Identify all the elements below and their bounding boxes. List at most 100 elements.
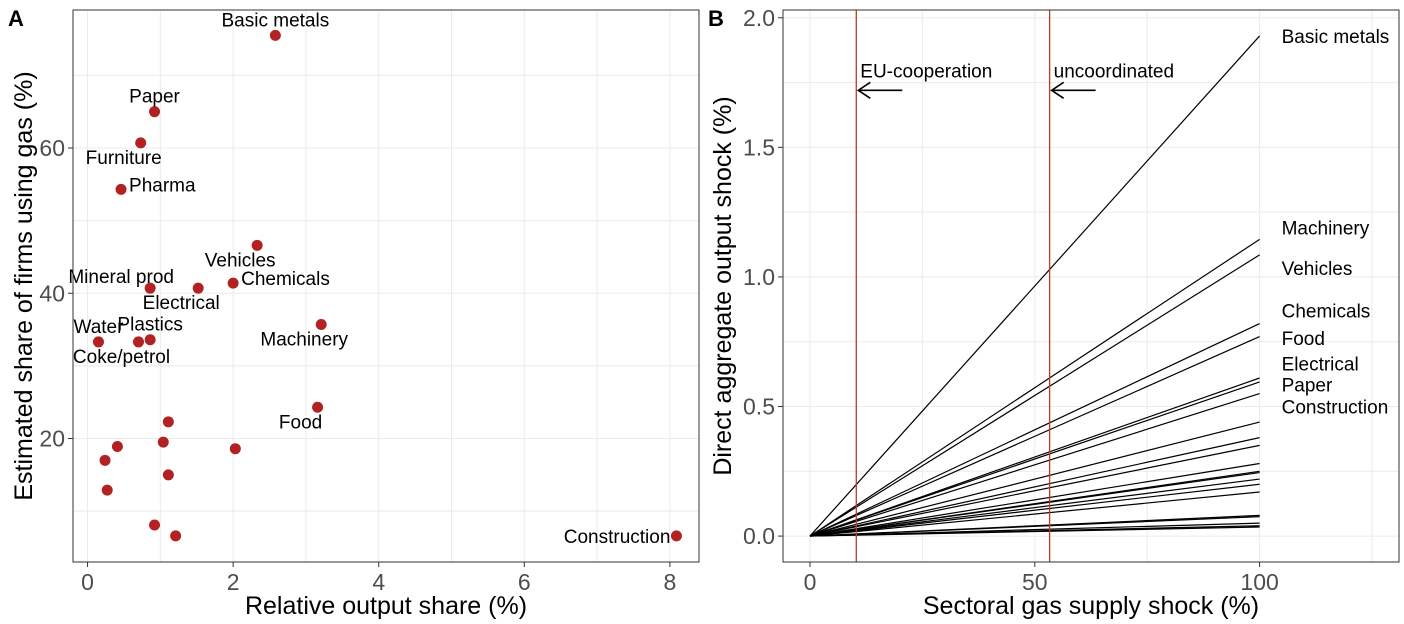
panel-b-series-line xyxy=(809,526,1260,537)
panel-b-series-line xyxy=(809,471,1260,537)
panel-a-tag: A xyxy=(8,6,24,31)
left-arrow-icon xyxy=(856,81,903,100)
panel-a-border xyxy=(72,9,700,563)
panel-a-data-point xyxy=(229,443,241,455)
panel-b-y-axis-title: Direct aggregate output shock (%) xyxy=(709,96,737,475)
panel-a-x-tick-label: 4 xyxy=(372,569,385,595)
panel-b-reference-line-label: EU-cooperation xyxy=(860,61,992,82)
panel-a-data-point xyxy=(192,282,204,294)
panel-a-point-label: Electrical xyxy=(143,293,220,314)
panel-a-data-point xyxy=(251,239,263,251)
panel-b-border xyxy=(782,9,1400,563)
panel-a-data-point xyxy=(92,336,104,348)
panel-a-point-label: Coke/petrol xyxy=(73,347,170,368)
panel-a-data-point xyxy=(135,137,147,149)
panel-a-point-label: Furniture xyxy=(86,148,162,169)
panel-a-point-label: Machinery xyxy=(260,329,348,350)
panel-b-series-lines xyxy=(809,35,1261,537)
panel-b-series-label: Electrical xyxy=(1282,355,1359,376)
panel-b-series-label: Chemicals xyxy=(1282,302,1371,323)
panel-b-series-line xyxy=(809,254,1260,537)
panel-b-series-line xyxy=(809,335,1260,537)
panel-b-series-label: Food xyxy=(1282,329,1325,350)
panel-a-point-label: Vehicles xyxy=(205,250,276,271)
panel-a-point-label: Pharma xyxy=(129,175,196,196)
panel-a-y-axis-title: Estimated share of firms using gas (%) xyxy=(10,71,38,500)
panel-b-series-line xyxy=(809,392,1260,537)
panel-a-data-point xyxy=(227,277,239,289)
panel-b-series-label: Basic metals xyxy=(1282,27,1390,48)
panel-a-point-label: Paper xyxy=(129,87,180,108)
panel-a-data-point xyxy=(162,416,174,428)
panel-b-series-line xyxy=(809,437,1260,537)
panel-b-series-line xyxy=(809,238,1260,537)
panel-a-data-point xyxy=(144,282,156,294)
panel-a-data-point xyxy=(115,183,127,195)
panel-a-data-point xyxy=(144,334,156,346)
panel-a-x-tick-label: 0 xyxy=(81,569,94,595)
panel-a-point-label: Food xyxy=(279,412,322,433)
panel-a-point-labels: Basic metals Paper Furniture Pharma Vehicles… xyxy=(68,10,670,547)
panel-a-x-axis-title: Relative output share (%) xyxy=(245,592,527,620)
panel-a-data-point xyxy=(111,441,123,453)
panel-a-points xyxy=(92,29,682,542)
panel-a-x-tick-label: 8 xyxy=(663,569,676,595)
panel-a-point-label: Plastics xyxy=(117,315,182,336)
panel-b-tag: B xyxy=(708,6,724,31)
panel-b-y-tick-label: 0.5 xyxy=(743,394,775,420)
panel-a-y-tick-label: 40 xyxy=(39,280,65,306)
panel-b-y-tick-label: 0.0 xyxy=(743,523,775,549)
panel-a-data-point xyxy=(149,519,161,531)
panel-a-data-point xyxy=(269,29,281,41)
panel-a-data-point xyxy=(133,336,145,348)
panel-a-data-point xyxy=(312,401,324,413)
panel-a-data-point xyxy=(101,484,113,496)
panel-a-point-label: Water xyxy=(73,317,124,338)
panel-b-series-label: Paper xyxy=(1282,375,1333,396)
panel-b-series-line xyxy=(809,381,1260,537)
panel-b-series-line xyxy=(809,516,1260,537)
panel-a-y-tick-label: 60 xyxy=(39,135,65,161)
panel-b-reference-line-label: uncoordinated xyxy=(1054,61,1174,82)
panel-b-series-line xyxy=(809,491,1260,537)
panel-a-ticks: 0 2 4 6 8 20 40 60 xyxy=(39,135,676,595)
panel-a-data-point xyxy=(162,469,174,481)
panel-a-point-label: Basic metals xyxy=(222,10,330,31)
panel-a-point-label: Construction xyxy=(564,527,671,548)
panel-b-series-line xyxy=(809,377,1260,537)
panel-a-data-point xyxy=(170,530,182,542)
panel-b-series-line xyxy=(809,35,1261,537)
panel-b-series-label: Machinery xyxy=(1282,219,1370,240)
panel-a-y-tick-label: 20 xyxy=(39,426,65,452)
panel-a-point-label: Mineral prod xyxy=(68,267,174,288)
panel-a-data-point xyxy=(99,454,111,466)
panel-b-series-labels: Basic metals Machinery Vehicles Chemicals Fo… xyxy=(1282,27,1390,419)
panel-b: B EU-cooperation uncoordinated Basic meta… xyxy=(708,5,1400,620)
panel-a-data-point xyxy=(670,530,682,542)
panel-b-y-tick-label: 2.0 xyxy=(743,5,775,31)
panel-b-series-line xyxy=(809,483,1260,537)
panel-b-grid xyxy=(783,10,1399,562)
panel-b-x-tick-label: 50 xyxy=(1022,569,1048,595)
panel-a-x-tick-label: 6 xyxy=(518,569,531,595)
panel-b-series-line xyxy=(809,462,1260,537)
panel-a-point-label: Chemicals xyxy=(241,269,330,290)
panel-b-x-axis-title: Sectoral gas supply shock (%) xyxy=(923,592,1259,620)
panel-b-series-line xyxy=(809,323,1260,537)
panel-b-series-line xyxy=(809,444,1260,537)
panel-b-series-line xyxy=(809,421,1260,537)
panel-b-y-tick-label: 1.0 xyxy=(743,264,775,290)
panel-a-data-point xyxy=(149,106,161,118)
panel-a-grid xyxy=(73,10,699,562)
panel-b-series-label: Vehicles xyxy=(1282,259,1353,280)
left-arrow-icon xyxy=(1050,81,1096,100)
panel-b-x-tick-label: 0 xyxy=(804,569,817,595)
panel-b-reference-lines: EU-cooperation uncoordinated xyxy=(855,10,1174,562)
panel-a-data-point xyxy=(315,318,327,330)
panel-b-series-line xyxy=(809,478,1260,537)
panel-b-series-label: Construction xyxy=(1282,398,1389,419)
panel-a-data-point xyxy=(157,436,169,448)
panel-a-x-tick-label: 2 xyxy=(227,569,240,595)
panel-a: A Basic metals Paper Furniture Pharma Vehicl… xyxy=(8,6,700,620)
